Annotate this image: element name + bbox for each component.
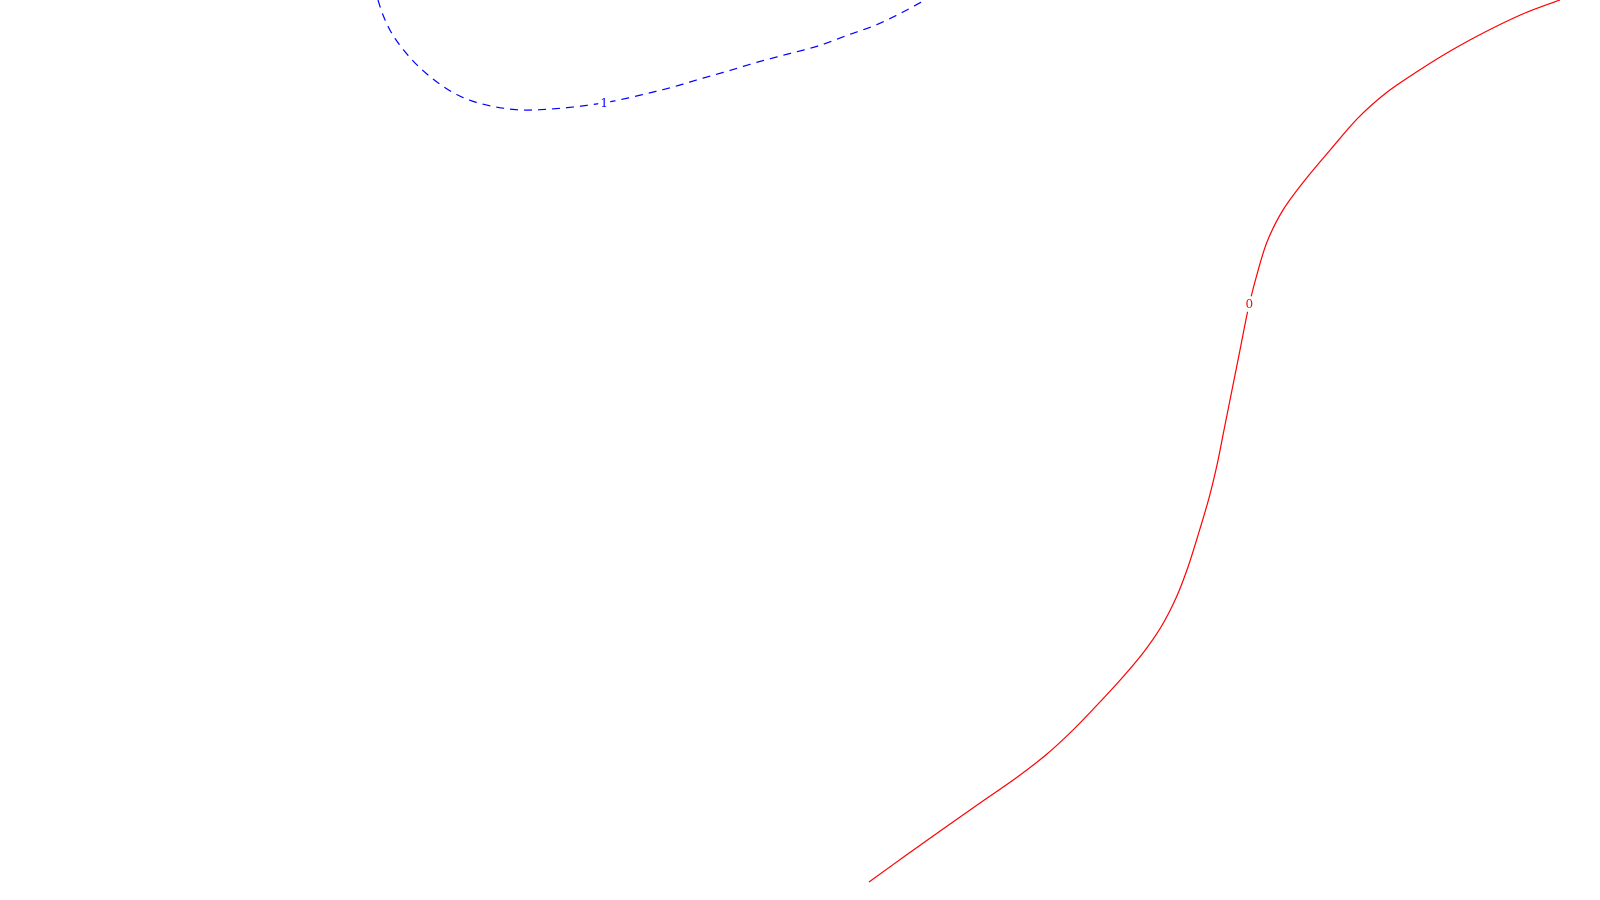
contour-label-level-1: 1 (600, 96, 608, 110)
contour-label-level-0: 0 (1245, 297, 1253, 311)
contour-lines: 10 (377, 0, 1561, 883)
contour-label-background (598, 95, 611, 110)
contour-line-level-0 (868, 0, 1561, 883)
contour-label-background (1243, 297, 1256, 312)
contour-line-level-1 (377, 0, 926, 111)
